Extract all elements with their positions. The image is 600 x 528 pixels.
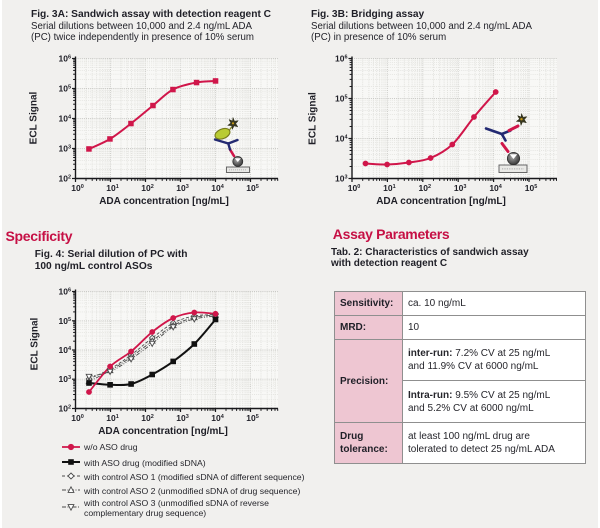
svg-text:105: 105 [335,94,348,104]
svg-text:105: 105 [58,84,71,94]
svg-text:105: 105 [58,316,71,326]
svg-text:102: 102 [141,413,154,423]
svg-text:104: 104 [211,413,224,423]
svg-text:101: 101 [383,183,396,193]
svg-text:103: 103 [58,374,71,384]
svg-text:105: 105 [246,413,259,423]
svg-text:100: 100 [348,183,361,193]
svg-text:102: 102 [58,174,71,184]
svg-text:ECL Signal: ECL Signal [30,317,41,370]
svg-text:106: 106 [58,54,71,64]
svg-text:104: 104 [211,183,224,193]
svg-text:103: 103 [176,183,189,193]
svg-text:101: 101 [106,413,119,423]
svg-text:105: 105 [525,183,538,193]
svg-text:102: 102 [141,183,154,193]
svg-text:ADA concentration [ng/mL]: ADA concentration [ng/mL] [98,426,228,437]
svg-text:105: 105 [246,183,259,193]
svg-text:104: 104 [58,114,71,124]
svg-text:104: 104 [58,345,71,355]
svg-text:104: 104 [489,183,502,193]
svg-text:102: 102 [419,183,432,193]
svg-text:100: 100 [71,183,84,193]
svg-text:106: 106 [58,287,71,297]
svg-text:102: 102 [58,404,71,414]
svg-text:103: 103 [58,144,71,154]
svg-text:103: 103 [176,413,189,423]
svg-text:106: 106 [335,54,348,64]
svg-text:ADA concentration [ng/mL]: ADA concentration [ng/mL] [99,196,229,207]
svg-text:104: 104 [335,134,348,144]
svg-text:101: 101 [106,183,119,193]
svg-text:ADA concentration [ng/mL]: ADA concentration [ng/mL] [376,196,506,207]
svg-text:103: 103 [335,174,348,184]
svg-text:ECL Signal: ECL Signal [29,91,40,144]
svg-text:103: 103 [454,183,467,193]
svg-text:ECL Signal: ECL Signal [308,92,319,145]
svg-text:100: 100 [71,413,84,423]
